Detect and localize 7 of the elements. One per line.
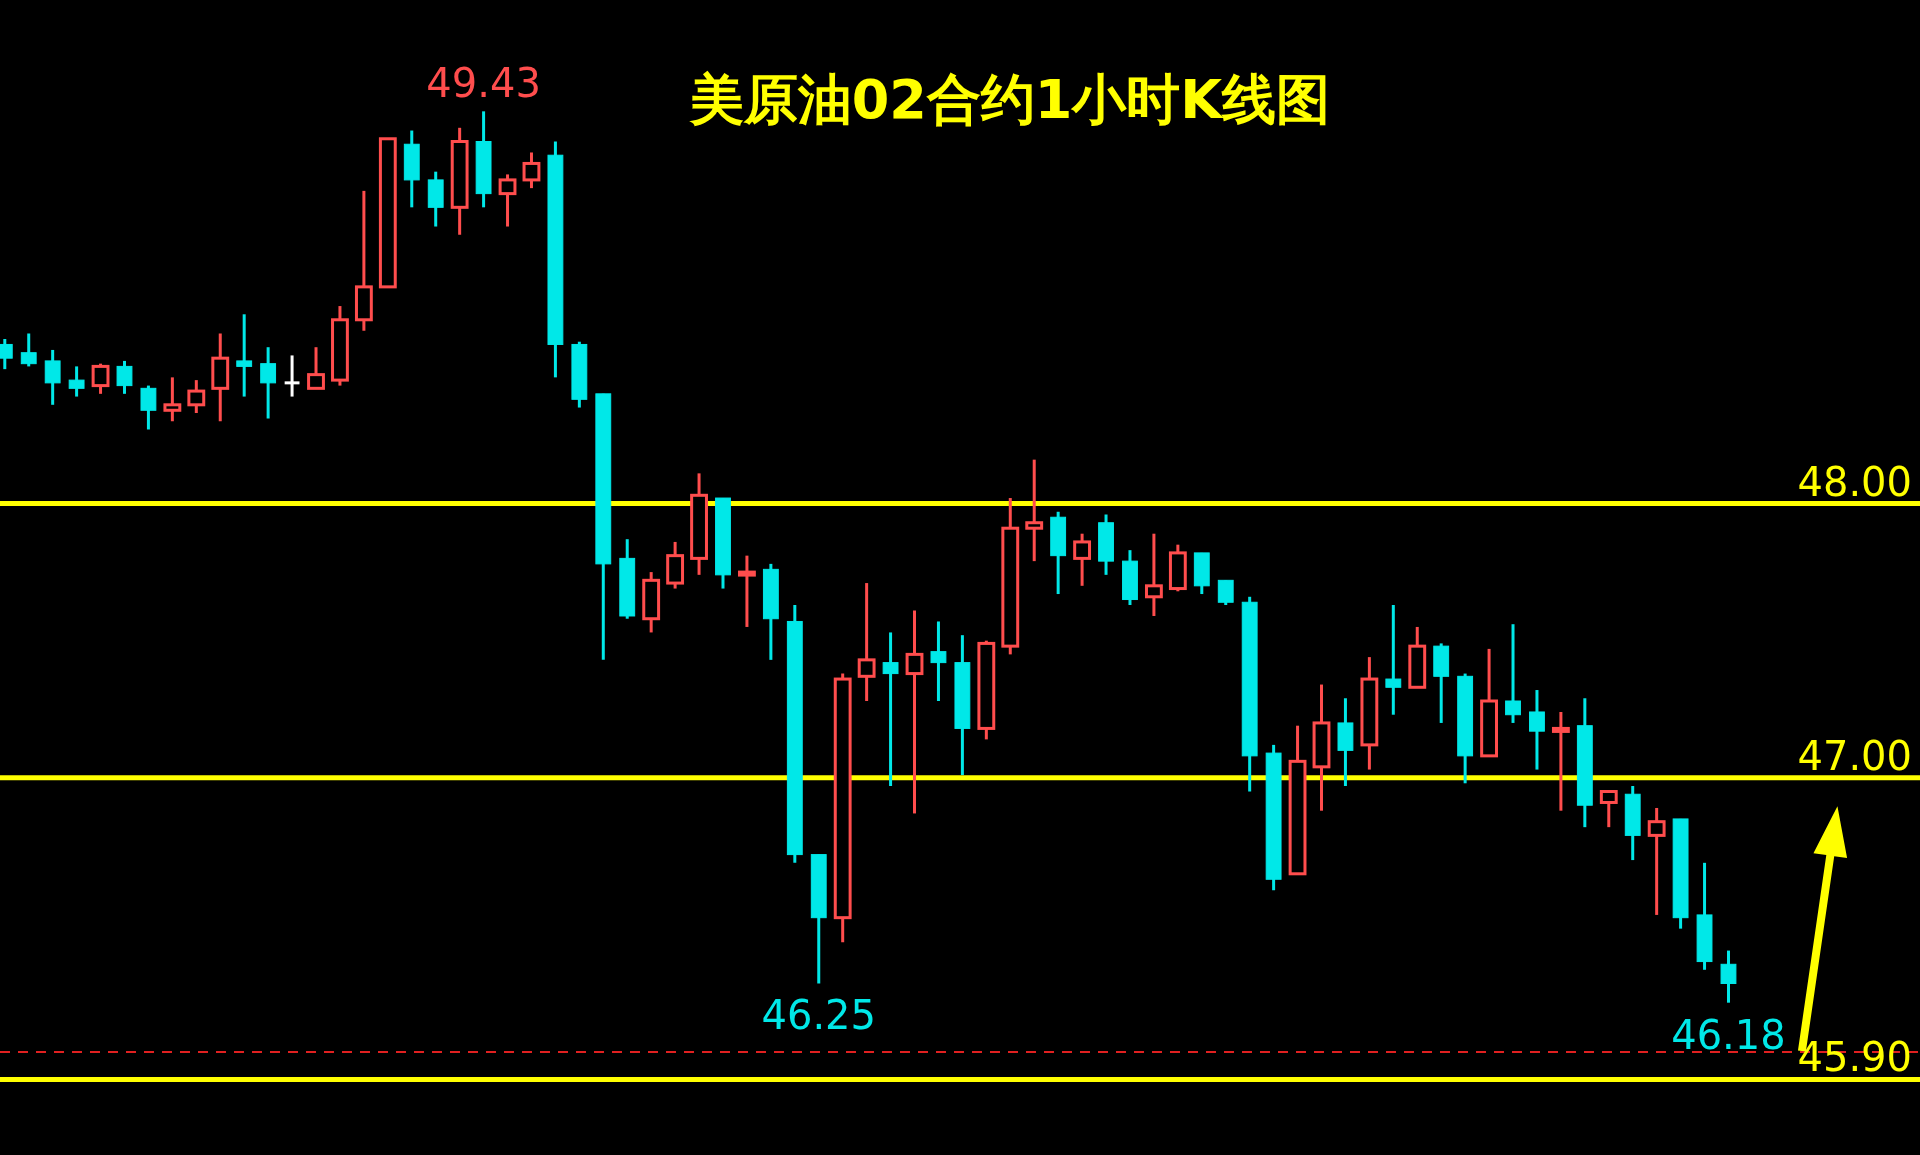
annotation: 46.25: [761, 992, 877, 1039]
ref-line-label: 47.00: [1797, 732, 1912, 779]
ref-line-label: 45.90: [1797, 1034, 1912, 1081]
chart-title: 美原油02合约1小时K线图: [688, 68, 1331, 131]
ref-line-label: 48.00: [1797, 458, 1912, 505]
annotation: 49.43: [426, 60, 541, 107]
annotation: 46.18: [1671, 1011, 1786, 1058]
